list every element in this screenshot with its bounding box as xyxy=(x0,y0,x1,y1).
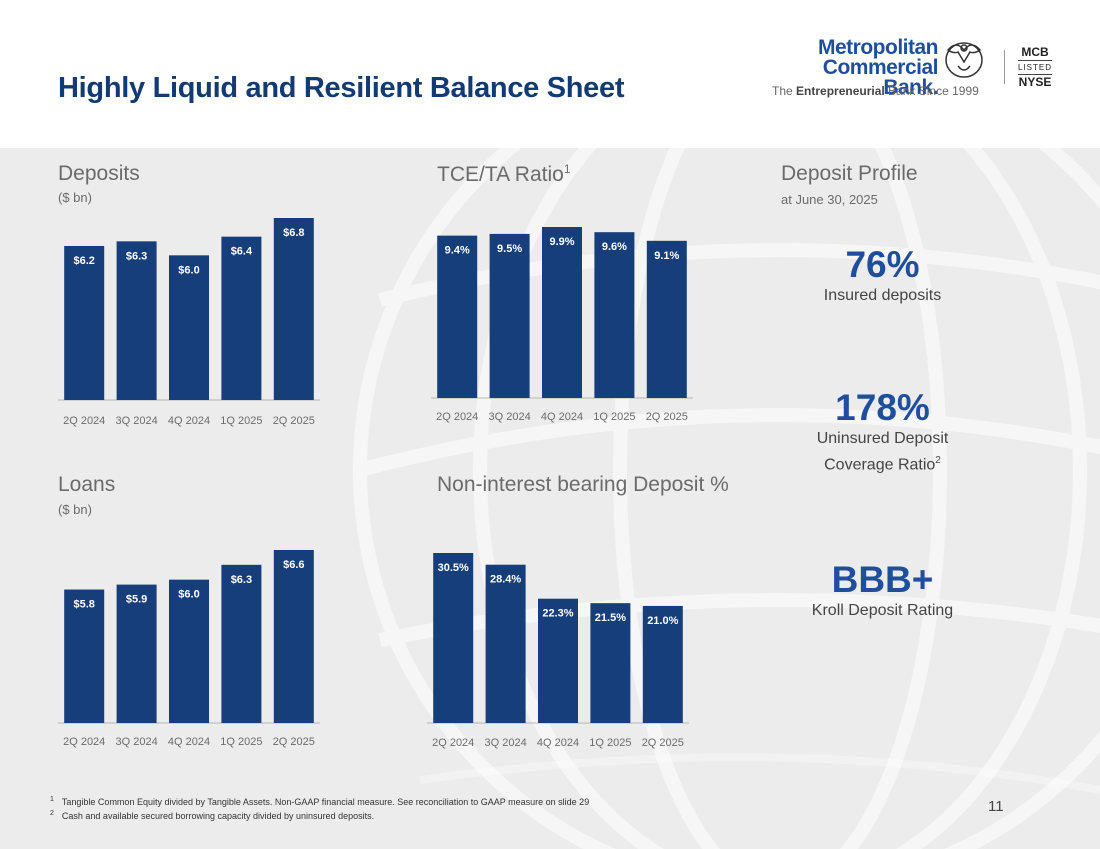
data-label: $6.4 xyxy=(231,246,253,258)
loans-bar-chart: $5.8 2Q 2024 $5.9 3Q 2024 $6.0 4Q 2024 $6.3 1Q … xyxy=(58,520,320,750)
bar-1q-2025 xyxy=(221,564,262,723)
x-tick-label: 4Q 2024 xyxy=(537,737,579,749)
bar-2q-2024 xyxy=(64,589,105,723)
logo-line-1: Metropolitan xyxy=(818,36,939,59)
x-tick-label: 2Q 2024 xyxy=(436,411,478,423)
footnote-1: 1 Tangible Common Equity divided by Tangi… xyxy=(50,796,590,807)
bank-logo-wordmark: Metropolitan Commercial Bank. xyxy=(770,36,939,99)
x-tick-label: 1Q 2025 xyxy=(220,736,262,748)
x-tick-label: 1Q 2025 xyxy=(589,737,631,749)
stat-label-line-1: Uninsured Deposit xyxy=(816,430,949,447)
x-tick-label: 2Q 2025 xyxy=(646,411,688,423)
data-label: 9.1% xyxy=(654,250,679,262)
data-label: 9.9% xyxy=(549,236,574,248)
deposits-bar-chart: $6.2 2Q 2024 $6.3 3Q 2024 $6.0 4Q 2024 $6.4 1Q … xyxy=(58,200,320,430)
stat-value: BBB+ xyxy=(831,559,934,600)
data-label: $6.0 xyxy=(178,264,199,276)
bar-1q-2025 xyxy=(221,236,262,400)
x-tick-label: 2Q 2024 xyxy=(432,737,474,749)
data-label: $6.6 xyxy=(283,559,304,571)
bar-4q-2024 xyxy=(169,255,209,400)
header-bar xyxy=(0,0,1100,148)
bar-3q-2024 xyxy=(489,233,530,398)
stat-value: 76% xyxy=(845,244,920,285)
nib-deposit-bar-chart: 30.5% 2Q 2024 28.4% 3Q 2024 22.3% 4Q 2024 21.5… xyxy=(427,520,689,750)
nib-chart-title: Non-interest bearing Deposit % xyxy=(437,473,729,496)
bar-2q-2025 xyxy=(273,550,314,723)
page-number: 11 xyxy=(988,798,1004,815)
tce-chart-title: TCE/TA Ratio1 xyxy=(437,162,571,186)
bar-2q-2025 xyxy=(642,605,683,723)
stat-label: Insured deposits xyxy=(823,287,942,304)
x-tick-label: 2Q 2025 xyxy=(273,415,315,427)
deposits-chart-svg: $6.2 2Q 2024 $6.3 3Q 2024 $6.0 4Q 2024 $6.4 1Q … xyxy=(58,218,320,427)
bar-1q-2025 xyxy=(594,232,635,398)
tce-chart-svg: 9.4% 2Q 2024 9.5% 3Q 2024 9.9% 4Q 2024 9.6% 1Q … xyxy=(431,227,693,423)
bar-2q-2025 xyxy=(273,218,314,400)
data-label: 21.5% xyxy=(595,612,626,624)
footnotes: 1 Tangible Common Equity divided by Tangi… xyxy=(50,794,589,822)
bar-3q-2024 xyxy=(116,241,157,400)
bar-3q-2024 xyxy=(485,564,526,723)
x-tick-label: 3Q 2024 xyxy=(115,415,157,427)
deposits-chart-title: Deposits xyxy=(58,162,140,185)
footnote-2: 2 Cash and available secured borrowing ca… xyxy=(50,810,375,821)
data-label: 30.5% xyxy=(438,562,469,574)
data-label: 9.5% xyxy=(497,243,522,255)
eagle-emblem-icon xyxy=(945,42,983,78)
stat-value: 178% xyxy=(835,387,930,428)
data-label: 21.0% xyxy=(647,615,678,627)
bar-3q-2024 xyxy=(116,584,157,723)
data-label: 9.4% xyxy=(445,245,470,257)
loans-chart-title: Loans xyxy=(58,473,116,496)
x-tick-label: 1Q 2025 xyxy=(593,411,635,423)
x-tick-label: 4Q 2024 xyxy=(168,736,210,748)
x-tick-label: 3Q 2024 xyxy=(484,737,526,749)
insured-deposits-stat: 76% Insured deposits xyxy=(770,245,995,307)
data-label: $6.2 xyxy=(73,255,94,267)
x-tick-label: 2Q 2025 xyxy=(273,736,315,748)
data-label: 9.6% xyxy=(602,241,627,253)
logo-line-2: Commercial Bank. xyxy=(822,56,939,99)
stat-label-line-2: Coverage Ratio2 xyxy=(824,455,941,474)
logo-divider xyxy=(1004,50,1005,84)
bar-4q-2024 xyxy=(538,598,578,723)
data-label: 28.4% xyxy=(490,574,521,586)
x-tick-label: 3Q 2024 xyxy=(115,736,157,748)
tce-ta-bar-chart: 9.4% 2Q 2024 9.5% 3Q 2024 9.9% 4Q 2024 9.6% 1Q … xyxy=(431,200,693,430)
bar-2q-2024 xyxy=(437,235,478,398)
kroll-rating-stat: BBB+ Kroll Deposit Rating xyxy=(770,560,995,622)
data-label: $6.0 xyxy=(178,589,199,601)
bar-4q-2024 xyxy=(169,579,209,723)
deposit-profile-subtitle: at June 30, 2025 xyxy=(781,192,878,207)
data-label: $6.3 xyxy=(231,574,252,586)
data-label: $6.3 xyxy=(126,250,147,262)
data-label: $6.8 xyxy=(283,227,304,239)
page-title: Highly Liquid and Resilient Balance Shee… xyxy=(58,72,625,104)
x-tick-label: 3Q 2024 xyxy=(488,411,530,423)
loans-chart-svg: $5.8 2Q 2024 $5.9 3Q 2024 $6.0 4Q 2024 $6.3 1Q … xyxy=(58,550,320,748)
x-tick-label: 2Q 2024 xyxy=(63,415,105,427)
nib-chart-svg: 30.5% 2Q 2024 28.4% 3Q 2024 22.3% 4Q 2024 21.5… xyxy=(427,553,689,749)
x-tick-label: 2Q 2024 xyxy=(63,736,105,748)
stat-label: Kroll Deposit Rating xyxy=(811,602,954,619)
coverage-ratio-stat: 178% Uninsured Deposit Coverage Ratio2 xyxy=(770,388,995,476)
x-tick-label: 1Q 2025 xyxy=(220,415,262,427)
logo-tagline: The Entrepreneurial Bank Since 1999 xyxy=(772,84,979,98)
bar-1q-2025 xyxy=(590,603,631,723)
data-label: $5.9 xyxy=(126,594,147,606)
data-label: 22.3% xyxy=(542,608,573,620)
x-tick-label: 4Q 2024 xyxy=(168,415,210,427)
deposits-chart-subtitle: ($ bn) xyxy=(58,190,92,205)
data-label: $5.8 xyxy=(73,599,94,611)
bar-2q-2025 xyxy=(646,240,687,398)
loans-chart-subtitle: ($ bn) xyxy=(58,502,92,517)
bar-2q-2024 xyxy=(433,553,474,723)
bar-2q-2024 xyxy=(64,246,105,400)
deposit-profile-title: Deposit Profile xyxy=(781,162,918,185)
x-tick-label: 2Q 2025 xyxy=(642,737,684,749)
bar-4q-2024 xyxy=(542,227,582,398)
nyse-listing-badge: MCB LISTED NYSE xyxy=(1018,45,1053,89)
x-tick-label: 4Q 2024 xyxy=(541,411,583,423)
